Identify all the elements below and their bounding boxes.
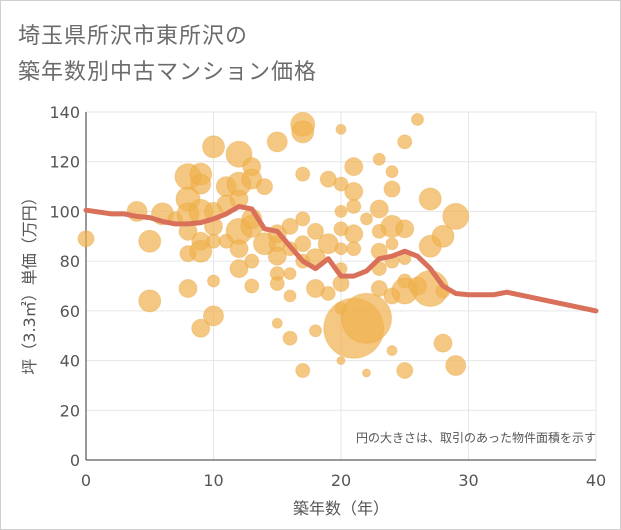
bubble-point [294,235,312,253]
series-line [83,204,599,314]
bubble-point [395,219,415,239]
chart-title-line-2: 築年数別中古マンション価格 [18,60,318,85]
bubble-point [386,345,398,357]
bubble-point [433,333,453,353]
bubble-point [341,292,392,344]
y-tick-label: 120 [49,153,80,172]
bubble-point [411,112,424,126]
bubble-point [344,224,364,244]
bubble-point [385,165,399,179]
bubble-point [138,229,162,253]
bubble-point [207,274,220,288]
bubble-point [385,237,399,251]
bubble-point [178,278,198,298]
bubble-point [334,242,348,256]
bubble-point [418,187,442,211]
x-tick-label: 30 [458,471,478,490]
y-tick-label: 0 [70,451,80,470]
transaction-bubbles [77,111,470,380]
bubble-point [203,305,224,327]
bubble-point [346,198,362,214]
bubble-point [320,285,336,301]
bubble-point [281,217,299,235]
y-tick-label: 20 [60,401,80,420]
bubble-point [138,289,162,313]
bubble-point [370,279,388,297]
y-tick-label: 140 [49,103,80,122]
bubble-point [283,267,297,281]
bubble-point [333,176,349,192]
chart-title-line-1: 埼玉県所沢市東所沢の [18,24,249,49]
x-tick-label: 20 [331,471,351,490]
bubble-point [190,173,212,195]
bubble-point [244,253,260,269]
bubble-point [269,276,285,292]
x-tick-label: 0 [81,471,91,490]
bubble-point [344,182,364,202]
bubble-point [396,362,414,380]
x-tick-label: 10 [203,471,223,490]
bubble-point [244,278,260,294]
bubble-point [307,222,324,240]
y-tick-label: 60 [60,302,80,321]
bubble-size-note: 円の大きさは、取引のあった物件面積を示す [356,430,596,445]
bubble-point [397,134,413,150]
y-tick-label: 100 [49,202,80,221]
bubble-point [229,239,249,259]
bubble-point [291,120,315,144]
bubble-point [295,166,311,182]
bubble-point [383,180,401,198]
bubble-point [344,157,364,177]
bubble-point [229,259,249,279]
x-axis-title: 築年数（年） [293,499,389,518]
bubble-point [191,318,211,338]
bubble-point [334,204,348,218]
bubble-point [295,211,311,227]
average-price-line [83,204,599,314]
bubble-point [309,324,322,338]
bubble-point [271,317,283,329]
bubble-point [295,363,311,379]
bubble-point [267,246,287,266]
bubble-point [77,230,95,248]
bubble-point [442,202,470,230]
y-tick-label: 40 [60,352,80,371]
bubble-point [256,178,273,196]
bubble-point [266,131,288,153]
bubble-point [431,224,455,248]
bubble-point [369,199,389,219]
bubble-point [283,289,297,303]
bubble-point [445,355,467,377]
bubble-point [202,135,225,159]
bubble-point [362,368,371,378]
bubble-point [336,356,346,366]
y-tick-label: 80 [60,252,80,271]
x-tick-label: 40 [586,471,606,490]
bubble-point [346,241,362,257]
bubble-point [335,123,347,135]
axis-tick-labels: 0 20 40 60 80 100 120 140 0 10 20 30 40 [49,103,606,490]
y-axis-title: 坪（3.3㎡）単価（万円） [20,189,39,374]
bubble-point [206,233,221,249]
bubble-point [282,330,298,346]
bubble-point [189,239,213,263]
bubble-point [372,152,386,166]
bubble-point [360,212,373,226]
